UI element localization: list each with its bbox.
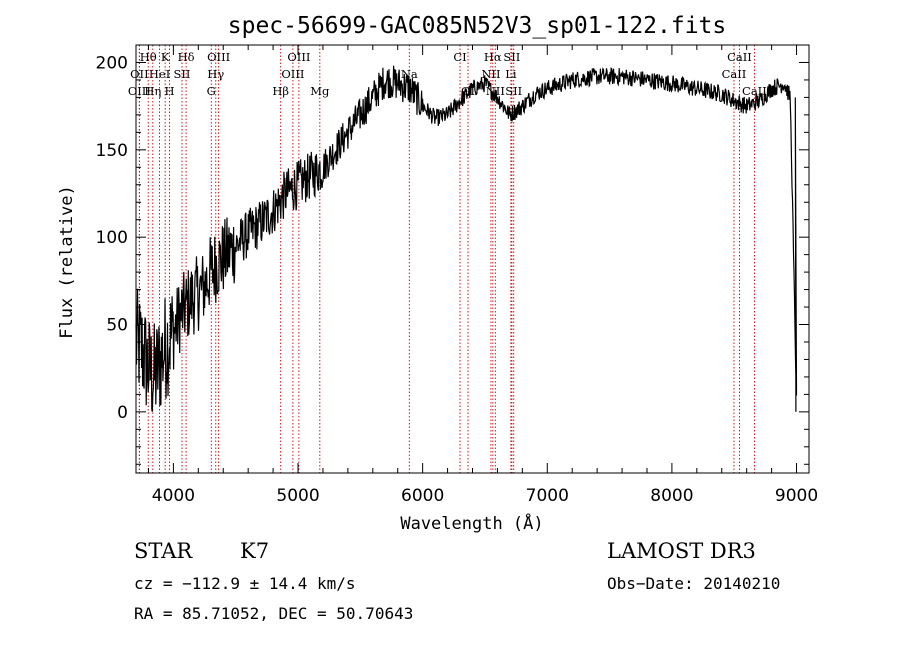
object-class: STAR <box>134 539 193 563</box>
spectral-line-label: OIII <box>207 50 230 64</box>
y-tick-label: 200 <box>96 53 128 73</box>
observation-date: Obs−Date: 20140210 <box>607 574 780 593</box>
y-axis-label: Flux (relative) <box>57 185 77 339</box>
spectral-line-label: OI <box>461 84 475 98</box>
y-tick-label: 0 <box>117 403 128 423</box>
spectral-line-label: Hβ <box>272 84 289 98</box>
spectral-line-label: H <box>165 84 175 98</box>
spectral-line-label: Na <box>401 67 418 81</box>
spectral-line-label: CaII <box>742 84 767 98</box>
spectral-line-label: Hδ <box>178 50 195 64</box>
spectral-line-label: NII <box>481 67 500 81</box>
ra-dec-coordinates: RA = 85.71052, DEC = 50.70643 <box>134 604 413 623</box>
spectral-line-label: SII <box>503 50 520 64</box>
x-tick-label: 6000 <box>401 486 444 506</box>
x-axis-label: Wavelength (Å) <box>400 512 543 534</box>
spectral-line-label: Hγ <box>207 67 224 81</box>
spectral-line-label: CaII <box>727 50 752 64</box>
spectral-line-label: NII <box>486 84 505 98</box>
spectral-line-label: OII <box>130 67 149 81</box>
spectral-line-label: CI <box>453 50 466 64</box>
redshift-cz: cz = −112.9 ± 14.4 km/s <box>134 574 356 593</box>
x-tick-label: 7000 <box>526 486 569 506</box>
axis-ticks: 4000 5000 6000 7000 8000 9000 0 50 100 150 200 <box>96 44 818 506</box>
flux-series-line <box>135 65 798 412</box>
spectral-line-label: SII <box>174 67 191 81</box>
spectral-line-label: HeI <box>149 67 170 81</box>
spectral-line-label: OIII <box>287 50 310 64</box>
x-tick-label: 8000 <box>650 486 693 506</box>
spectral-line-label: Hθ <box>140 50 157 64</box>
spectral-line-label: OIII <box>128 84 151 98</box>
survey-name: LAMOST DR3 <box>607 539 756 563</box>
spectral-line-label: K <box>161 50 170 64</box>
spectral-line-label: Hη <box>144 84 161 98</box>
y-tick-label: 50 <box>106 316 128 336</box>
spectral-line-label: Li <box>505 67 517 81</box>
x-tick-label: 5000 <box>276 486 319 506</box>
x-tick-label: 4000 <box>152 486 195 506</box>
object-subclass: K7 <box>240 539 269 563</box>
spectral-line-label: OIII <box>281 67 304 81</box>
spectral-line-label: Hα <box>484 50 502 64</box>
spectral-line-label: Mg <box>310 84 330 98</box>
plot-frame <box>135 44 810 474</box>
y-tick-label: 150 <box>96 141 128 161</box>
chart-title: spec-56699-GAC085N52V3_sp01-122.fits <box>228 13 727 39</box>
x-tick-label: 9000 <box>775 486 818 506</box>
spectral-line-label: SII <box>505 84 522 98</box>
spectral-line-label: CaII <box>722 67 747 81</box>
spectral-line-label: G <box>207 84 216 98</box>
y-tick-label: 100 <box>96 228 128 248</box>
